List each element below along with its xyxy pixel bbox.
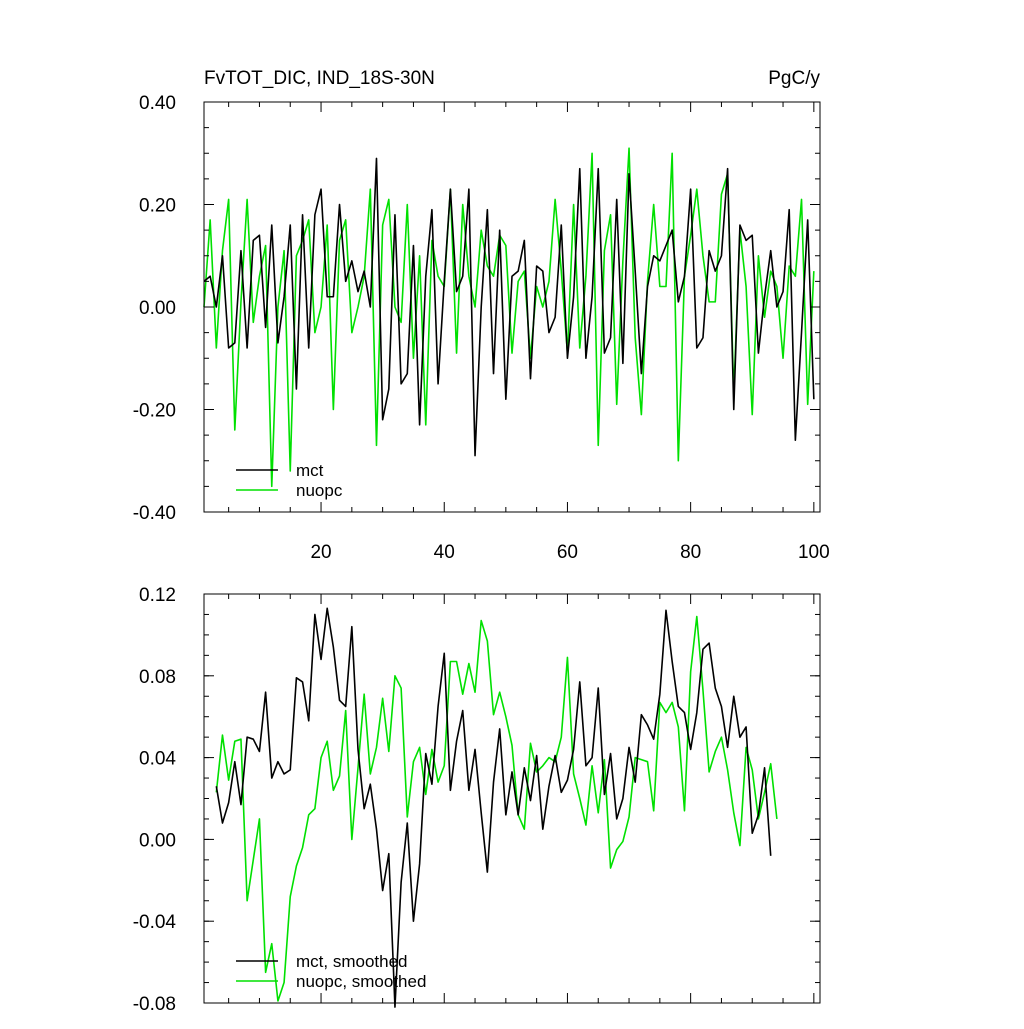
y-tick-label: 0.12 bbox=[139, 585, 176, 606]
series-line-nuopc bbox=[203, 147, 815, 488]
series-line-mct-smoothed bbox=[215, 607, 772, 1008]
x-tick-label: 60 bbox=[557, 542, 578, 563]
chart-units: PgC/y bbox=[768, 68, 820, 89]
x-tick-label: 40 bbox=[434, 542, 455, 563]
chart-title: FvTOT_DIC, IND_18S-30N bbox=[204, 68, 435, 89]
y-tick-label: 0.04 bbox=[139, 749, 176, 770]
bottom-plot-frame bbox=[203, 593, 821, 1004]
legend-label-mct: mct bbox=[296, 461, 324, 480]
top-legend: mct nuopc bbox=[236, 461, 343, 500]
top-panel: FvTOT_DIC, IND_18S-30N PgC/y 20 40 60 80 100… bbox=[133, 68, 830, 563]
x-tick-label: 100 bbox=[798, 542, 830, 563]
legend-label-nuopc-smoothed: nuopc, smoothed bbox=[296, 972, 426, 991]
top-plot-frame bbox=[203, 101, 821, 513]
y-tick-label: -0.20 bbox=[133, 401, 176, 422]
legend-label-mct-smoothed: mct, smoothed bbox=[296, 952, 408, 971]
y-tick-label: 0.08 bbox=[139, 667, 176, 688]
x-tick-label: 20 bbox=[310, 542, 331, 563]
bottom-ticks-group: -0.08 -0.04 0.00 0.04 0.08 0.12 bbox=[133, 585, 820, 1015]
bottom-series-group bbox=[215, 607, 778, 1008]
series-line-nuopc-smoothed bbox=[215, 615, 778, 1002]
y-tick-label: 0.00 bbox=[139, 830, 176, 851]
bottom-panel: -0.08 -0.04 0.00 0.04 0.08 0.12 mct, smoothed… bbox=[133, 585, 821, 1015]
x-tick-label: 80 bbox=[680, 542, 701, 563]
legend-label-nuopc: nuopc bbox=[296, 481, 343, 500]
y-tick-label: -0.04 bbox=[133, 912, 177, 933]
y-tick-label: -0.08 bbox=[133, 994, 176, 1015]
y-tick-label: 0.20 bbox=[139, 196, 176, 217]
series-line-mct bbox=[203, 157, 815, 457]
top-ticks-group: 20 40 60 80 100 -0.40 -0.20 0.00 0.20 0.40 bbox=[133, 93, 830, 563]
y-tick-label: 0.40 bbox=[139, 93, 176, 114]
bottom-legend: mct, smoothed nuopc, smoothed bbox=[236, 952, 426, 991]
top-series-group bbox=[203, 147, 815, 488]
y-tick-label: 0.00 bbox=[139, 298, 176, 319]
y-tick-label: -0.40 bbox=[133, 503, 176, 524]
